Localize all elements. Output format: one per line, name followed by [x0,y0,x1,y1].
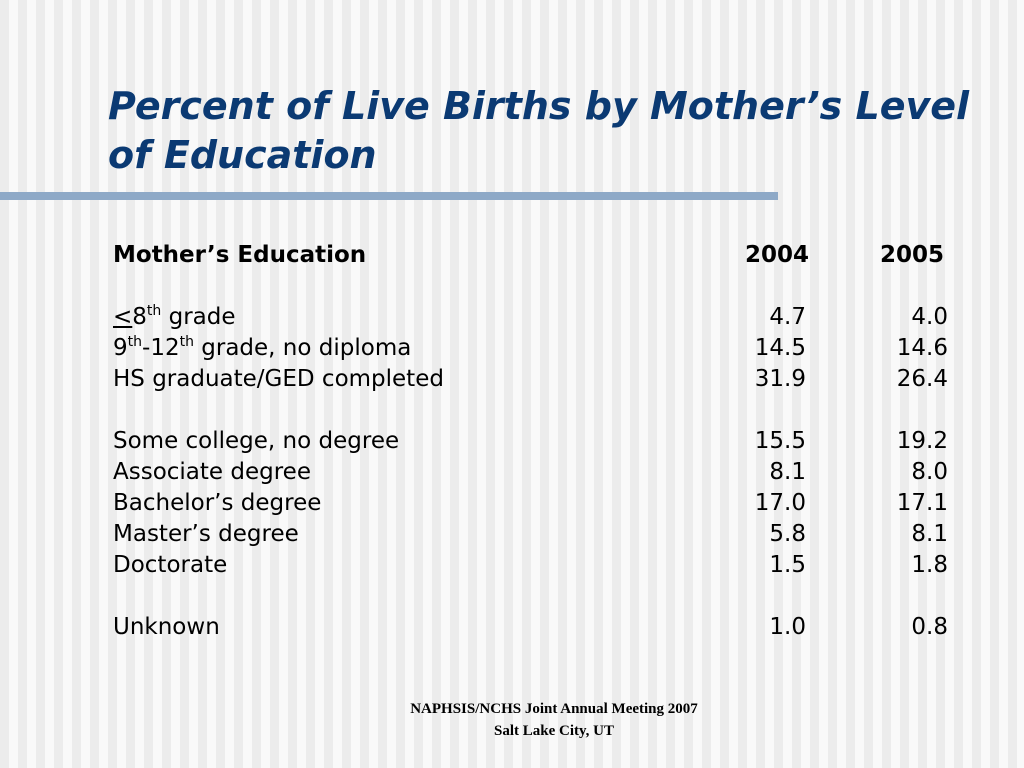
header-2005: 2005 [879,242,944,268]
row-label: Master’s degree [113,521,299,547]
less-than-symbol: < [113,304,133,330]
footer-location: Salt Lake City, UT [493,723,614,739]
row-label: Some college, no degree [113,428,400,454]
table-row: Associate degree 8.1 8.0 [113,457,948,488]
slide-title: Percent of Live Births by Mother’s Level… [108,82,1008,180]
row-label-part: grade [161,304,236,330]
ordinal-suffix: th [127,334,143,350]
row-label: Bachelor’s degree [113,490,322,516]
row-spacer [113,395,853,426]
row-label: Unknown [113,614,220,640]
row-label-part: -12 [142,335,180,361]
row-label: Doctorate [113,552,228,578]
table-row: 9th-12th grade, no diploma 14.5 14.6 [113,333,948,364]
value-2004: 5.8 [769,521,806,547]
table-row: Some college, no degree 15.5 19.2 [113,426,948,457]
value-2004: 1.5 [769,552,806,578]
ordinal-suffix: th [179,334,194,350]
value-2004: 15.5 [754,428,806,454]
value-2005: 17.1 [896,490,948,516]
table-row: Unknown 1.0 0.8 [113,612,948,643]
value-2004: 14.5 [754,335,806,361]
education-table: Mother’s Education 2004 2005 <8th grade … [113,240,948,643]
title-line-2: of Education [108,133,377,177]
ordinal-suffix: th [146,303,162,319]
table-header-row: Mother’s Education 2004 2005 [113,240,944,271]
row-spacer [113,271,853,302]
value-2005: 19.2 [896,428,948,454]
header-2004: 2004 [744,242,809,268]
table-row: <8th grade 4.7 4.0 [113,302,948,333]
row-label-part: 8 [132,304,147,330]
title-divider [0,192,778,200]
row-label: 9th-12th grade, no diploma [113,333,411,364]
value-2004: 4.7 [769,304,806,330]
footer-meeting: NAPHSIS/NCHS Joint Annual Meeting 2007 [410,701,698,717]
value-2005: 1.8 [911,552,948,578]
value-2005: 26.4 [896,366,948,392]
footer: NAPHSIS/NCHS Joint Annual Meeting 2007 S… [300,698,808,742]
table-row: Doctorate 1.5 1.8 [113,550,948,581]
value-2005: 8.0 [911,459,948,485]
value-2004: 31.9 [754,366,806,392]
row-label: Associate degree [113,459,311,485]
table-row: HS graduate/GED completed 31.9 26.4 [113,364,948,395]
row-spacer [113,581,853,612]
table-row: Bachelor’s degree 17.0 17.1 [113,488,948,519]
row-label: <8th grade [113,302,236,333]
title-line-1: Percent of Live Births by Mother’s Level [108,84,970,128]
value-2005: 14.6 [896,335,948,361]
row-label-part: 9 [113,335,128,361]
value-2004: 17.0 [754,490,806,516]
value-2005: 4.0 [911,304,948,330]
header-mothers-education: Mother’s Education [113,242,367,268]
value-2004: 8.1 [769,459,806,485]
table-row: Master’s degree 5.8 8.1 [113,519,948,550]
value-2005: 8.1 [911,521,948,547]
value-2004: 1.0 [769,614,806,640]
value-2005: 0.8 [911,614,948,640]
row-label: HS graduate/GED completed [113,366,444,392]
row-label-part: grade, no diploma [193,335,412,361]
